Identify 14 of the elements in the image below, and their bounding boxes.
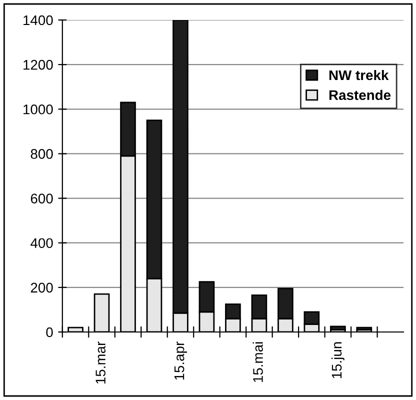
x-tick-label: 15.mai bbox=[252, 342, 263, 382]
y-tick-label: 600 bbox=[30, 194, 53, 204]
y-tick-label: 1400 bbox=[24, 15, 53, 26]
y-tick-label: 0 bbox=[46, 327, 53, 338]
y-tick-label: 1000 bbox=[24, 104, 53, 114]
y-tick-label: 200 bbox=[30, 282, 53, 293]
y-tick-label: 1200 bbox=[24, 60, 53, 70]
x-tick-label: 15.jun bbox=[331, 342, 344, 378]
y-tick-label: 800 bbox=[30, 149, 53, 159]
legend-label: NW trekk bbox=[329, 70, 389, 80]
x-tick-label: 15.mar bbox=[96, 342, 106, 384]
y-tick-label: 400 bbox=[30, 238, 53, 248]
legend-label: Rastende bbox=[329, 90, 391, 100]
x-tick-label: 15.apr bbox=[174, 342, 187, 380]
